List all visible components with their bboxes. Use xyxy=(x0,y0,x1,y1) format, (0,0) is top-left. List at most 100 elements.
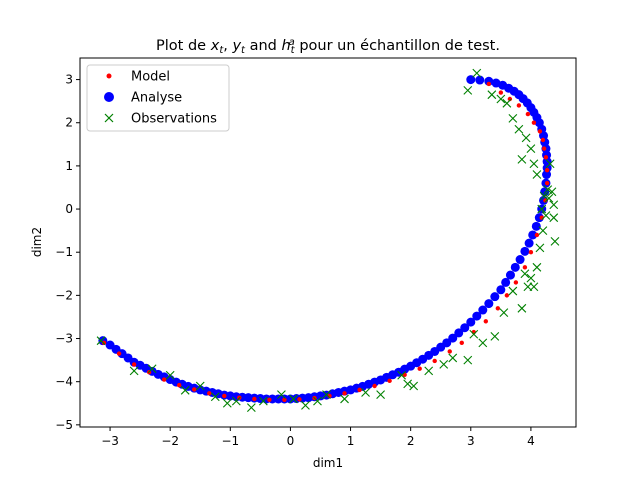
y-tick-label: −5 xyxy=(55,418,73,432)
analyse-point xyxy=(491,78,501,88)
x-tick-label: 3 xyxy=(467,434,475,448)
observation-point xyxy=(502,98,512,108)
observation-point xyxy=(487,90,497,100)
legend-analyse-label: Analyse xyxy=(131,91,182,106)
observation-point xyxy=(537,204,547,214)
legend: Model Analyse Observations xyxy=(86,64,230,132)
observation-point xyxy=(544,193,554,203)
observation-point xyxy=(96,336,106,346)
observation-point xyxy=(439,360,449,369)
observation-point xyxy=(463,355,473,365)
title-segment: h xyxy=(281,38,290,54)
model-point xyxy=(531,120,537,125)
model-point xyxy=(417,366,422,371)
model-point xyxy=(537,129,543,134)
analyse-point xyxy=(515,255,525,265)
analyse-point xyxy=(466,317,476,327)
observation-point xyxy=(478,338,488,348)
model-point xyxy=(507,96,513,102)
model-point xyxy=(516,103,522,108)
y-tick-label: 2 xyxy=(65,116,73,130)
analyse-point xyxy=(475,75,485,85)
analyse-point xyxy=(454,328,464,338)
title-segment: a xyxy=(289,37,295,48)
x-tick-label: 2 xyxy=(407,434,415,448)
observation-point xyxy=(508,114,518,123)
title-segment: Plot de xyxy=(156,38,211,54)
model-point xyxy=(252,396,257,402)
legend-observations-label: Observations xyxy=(131,112,217,127)
model-point xyxy=(513,280,519,285)
observation-point xyxy=(340,394,349,404)
observation-point xyxy=(424,366,434,376)
model-point xyxy=(447,349,452,354)
observation-point xyxy=(549,213,559,223)
model-point xyxy=(544,180,550,186)
model-point xyxy=(177,382,182,388)
title-segment: and xyxy=(245,38,282,54)
observation-point xyxy=(532,170,542,179)
observation-point xyxy=(403,379,413,389)
observation-point xyxy=(543,185,553,195)
title-segment: t xyxy=(219,45,224,56)
ticks-layer: −3 −2 −1 0 1 2 3 4 −5 −4 −3 −2 −1 0 1 2 3 xyxy=(55,73,534,448)
analyse-point xyxy=(472,311,482,321)
legend-model-marker xyxy=(106,73,112,79)
model-point xyxy=(483,319,489,324)
analyse-point xyxy=(520,246,530,256)
analyse-point xyxy=(496,285,506,295)
legend-box xyxy=(86,64,230,132)
observation-point xyxy=(535,243,545,253)
x-tick-label: −1 xyxy=(221,434,239,448)
observation-point xyxy=(463,85,473,95)
observation-point xyxy=(289,394,298,404)
observation-point xyxy=(526,273,536,283)
observation-point xyxy=(514,124,524,134)
model-point xyxy=(297,397,302,402)
title-segment: x xyxy=(210,38,220,54)
analyse-point xyxy=(484,299,494,309)
observation-point xyxy=(448,353,458,363)
title-segment: t xyxy=(241,45,246,56)
title-segment: t xyxy=(291,45,296,56)
x-tick-label: −2 xyxy=(161,434,179,448)
model-point xyxy=(540,137,546,143)
x-tick-label: −3 xyxy=(101,434,119,448)
observation-point xyxy=(490,331,500,341)
analyse-point xyxy=(490,292,500,302)
observation-point xyxy=(550,237,560,246)
observation-point xyxy=(549,200,559,210)
observation-point xyxy=(222,398,232,408)
observation-point xyxy=(529,282,539,292)
model-point xyxy=(504,293,510,298)
x-tick-label: 4 xyxy=(527,434,535,448)
analyse-point xyxy=(501,277,511,287)
observation-point xyxy=(277,390,286,400)
model-point xyxy=(495,306,501,311)
observation-point xyxy=(129,366,139,376)
analyse-point xyxy=(524,238,534,248)
model-point xyxy=(486,81,492,87)
model-point xyxy=(192,387,197,392)
observation-point xyxy=(541,211,551,220)
observation-point xyxy=(376,390,385,400)
analyse-point xyxy=(484,76,494,86)
plot-frame xyxy=(79,57,577,428)
analyse-point xyxy=(534,213,544,223)
observation-point xyxy=(517,155,527,164)
observation-point xyxy=(532,262,542,272)
y-tick-label: 1 xyxy=(65,159,73,173)
y-tick-label: −3 xyxy=(55,332,73,346)
analyse-point xyxy=(478,305,488,315)
y-axis-label: dim2 xyxy=(30,227,44,257)
series-observations xyxy=(96,68,560,412)
observation-point xyxy=(165,370,175,380)
model-point xyxy=(372,383,377,389)
marks-layer xyxy=(96,68,560,412)
model-point xyxy=(357,387,362,393)
observation-point xyxy=(499,308,509,318)
observation-point xyxy=(301,401,310,410)
model-point xyxy=(459,340,464,346)
observation-point xyxy=(547,187,557,197)
